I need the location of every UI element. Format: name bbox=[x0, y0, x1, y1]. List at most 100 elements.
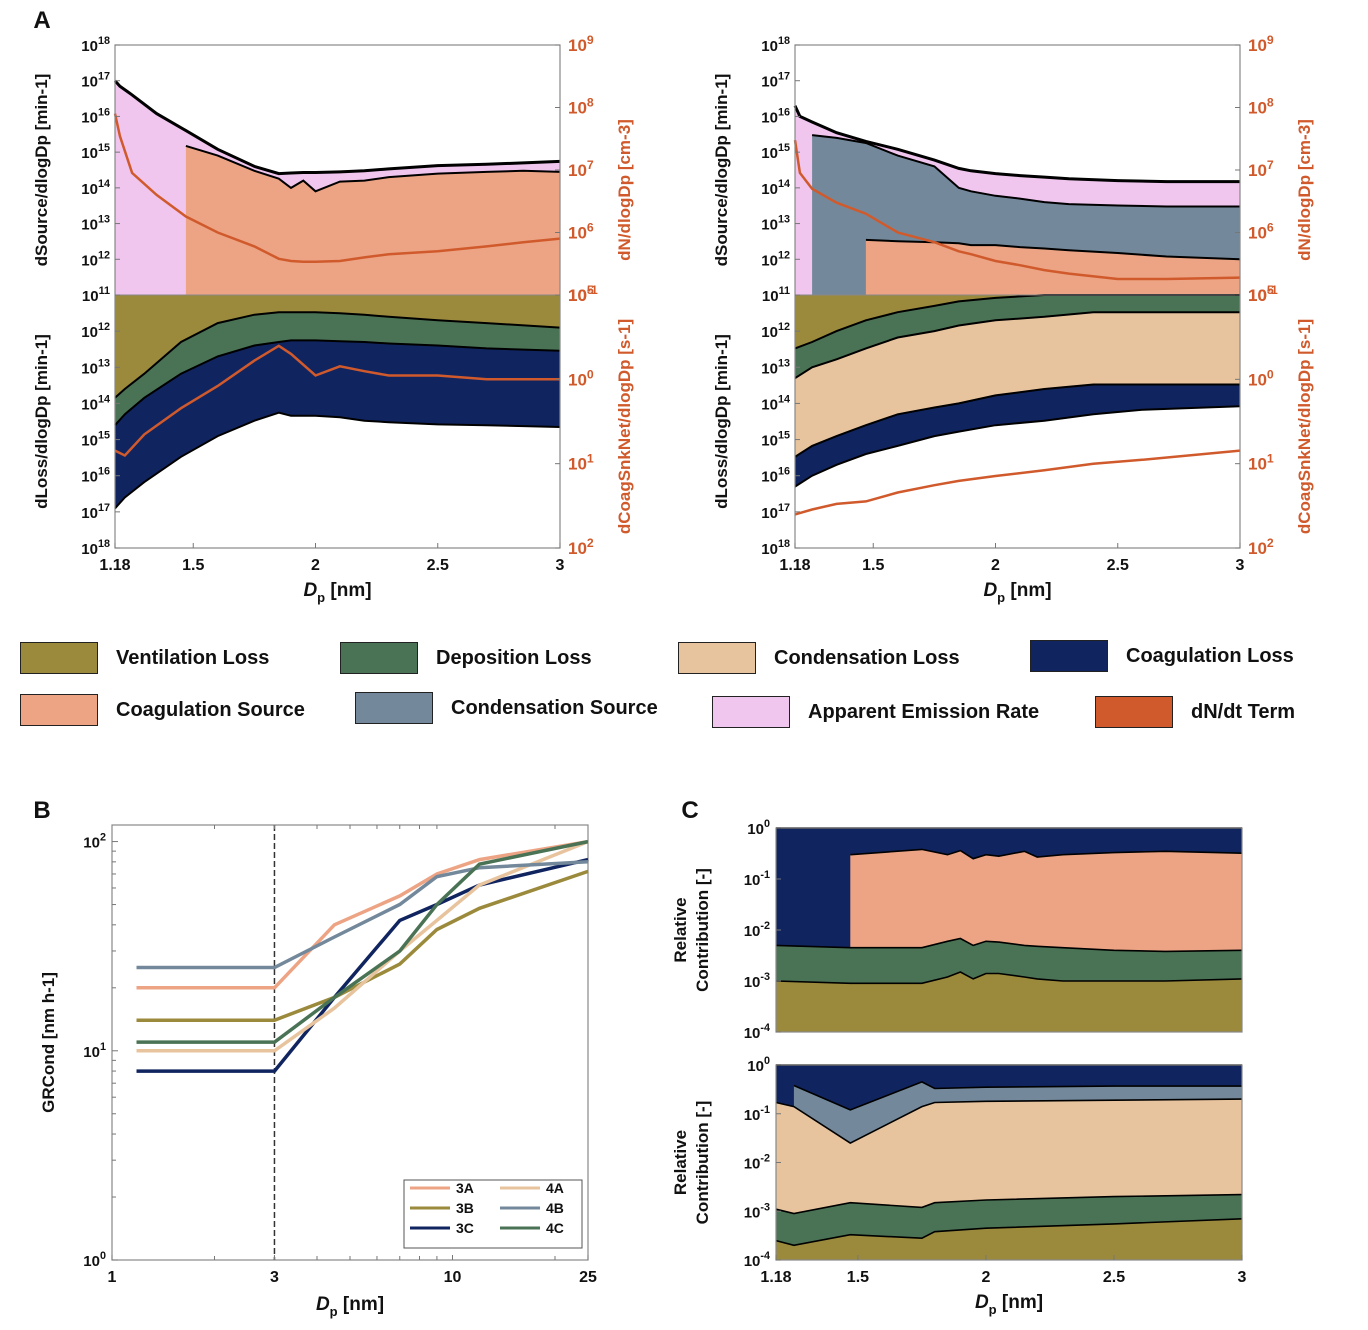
loss-edge bbox=[794, 311, 1240, 380]
tick-label: 10-1 bbox=[568, 283, 598, 305]
y-axis-label: dLoss/dlogDp [min-1] bbox=[712, 334, 731, 509]
tick-label: 1012 bbox=[81, 249, 110, 269]
legend-item: Condensation Loss bbox=[678, 642, 960, 674]
coagsnk-line bbox=[114, 344, 560, 458]
legend-label: Condensation Loss bbox=[774, 646, 960, 669]
panel-b-legend: 3A 3B 3C 4A 4B 4C bbox=[403, 1179, 583, 1249]
x-axis-label: Dp [nm] bbox=[983, 580, 1051, 605]
x-tick-label: 10 bbox=[444, 1269, 462, 1286]
y-axis-label: GRCond [nm h-1] bbox=[39, 972, 58, 1113]
dndt-line bbox=[793, 140, 1241, 281]
legend-swatch bbox=[1095, 696, 1173, 728]
y-axis-label: Contribution [-] bbox=[693, 1101, 712, 1225]
legend-label: Coagulation Source bbox=[116, 698, 305, 721]
legend-item: Ventilation Loss bbox=[20, 642, 269, 674]
tick-label: 1015 bbox=[81, 142, 110, 162]
legend-label: Coagulation Loss bbox=[1126, 644, 1294, 667]
coagulation-source-area bbox=[865, 239, 1240, 295]
y-axis-label: dLoss/dlogDp [min-1] bbox=[32, 334, 51, 509]
panel-label-a: A bbox=[33, 7, 50, 34]
tick-label: 101 bbox=[83, 1041, 106, 1061]
tick-label: 102 bbox=[1248, 536, 1274, 558]
x-tick-label: 1.18 bbox=[779, 557, 810, 574]
rel-edge bbox=[850, 848, 1243, 860]
gr-line-3A bbox=[136, 839, 589, 990]
tick-label: 1015 bbox=[81, 430, 110, 450]
coagulation-source-edge bbox=[865, 238, 1241, 261]
tick-label: 1017 bbox=[761, 502, 790, 522]
x-tick-label: 2.5 bbox=[1103, 1269, 1125, 1286]
tick-label: 100 bbox=[568, 367, 594, 389]
tick-label: 1011 bbox=[762, 285, 790, 305]
tick-label: 1016 bbox=[761, 106, 790, 126]
legend-item: Apparent Emission Rate bbox=[712, 696, 1039, 728]
tick-label: 106 bbox=[1248, 221, 1274, 243]
legend-label: Apparent Emission Rate bbox=[808, 700, 1040, 723]
tick-label: 1012 bbox=[761, 321, 790, 341]
x-tick-label: 2 bbox=[991, 557, 1000, 574]
axes-frame bbox=[794, 44, 1241, 549]
tick-label: 100 bbox=[747, 818, 770, 838]
tick-label: 105 bbox=[1248, 283, 1274, 305]
rel-edge bbox=[775, 971, 1243, 985]
loss-edge bbox=[114, 411, 561, 510]
rel-edge bbox=[793, 1081, 1242, 1111]
tick-label: 1016 bbox=[81, 466, 110, 486]
y-axis-label: dSource/dlogDp [min-1] bbox=[32, 74, 51, 267]
x-tick-label: 1.18 bbox=[99, 557, 130, 574]
coagulation-source-edge bbox=[185, 144, 561, 193]
x-tick-label: 1.18 bbox=[760, 1269, 791, 1286]
tick-label: 1013 bbox=[761, 357, 790, 377]
tick-label: 10-1 bbox=[1248, 283, 1278, 305]
panel-label-b: B bbox=[33, 797, 50, 824]
x-axis-label: Dp [nm] bbox=[303, 580, 371, 605]
x-axis-label: Dp [nm] bbox=[316, 1294, 384, 1319]
tick-label: 1013 bbox=[81, 214, 110, 234]
gr-line-4B bbox=[136, 860, 589, 970]
legend-swatch bbox=[340, 642, 418, 674]
legend-item: Deposition Loss bbox=[340, 642, 592, 674]
gr-line-3B bbox=[136, 869, 589, 1022]
tick-label: 1018 bbox=[81, 538, 110, 558]
tick-label: 1017 bbox=[81, 502, 110, 522]
axes-frame bbox=[114, 44, 561, 549]
x-tick-label: 1 bbox=[108, 1269, 117, 1286]
legend-label: 3C bbox=[456, 1220, 474, 1236]
tick-label: 101 bbox=[568, 452, 594, 474]
legend-frame bbox=[403, 1179, 583, 1249]
legend-label: Ventilation Loss bbox=[116, 646, 270, 669]
tick-label: 1014 bbox=[81, 393, 110, 413]
tick-label: 1018 bbox=[761, 538, 790, 558]
tick-label: 1013 bbox=[761, 214, 790, 234]
dndt-line bbox=[113, 113, 561, 264]
tick-label: 1011 bbox=[82, 285, 110, 305]
legend-item: dN/dt Term bbox=[1095, 696, 1295, 728]
tick-label: 100 bbox=[1248, 367, 1274, 389]
legend-swatch bbox=[678, 642, 756, 674]
emission-edge bbox=[793, 105, 1240, 184]
legend-label: Deposition Loss bbox=[436, 646, 592, 669]
x-tick-label: 25 bbox=[579, 1269, 597, 1286]
legend-label: 4A bbox=[546, 1180, 564, 1196]
rel-area bbox=[776, 972, 1242, 1032]
tick-label: 10-2 bbox=[744, 920, 770, 940]
legend-label: Condensation Source bbox=[451, 696, 658, 719]
tick-label: 10-4 bbox=[744, 1250, 770, 1270]
x-tick-label: 3 bbox=[556, 557, 565, 574]
tick-label: 109 bbox=[568, 33, 594, 55]
loss-edge bbox=[794, 405, 1241, 488]
x-tick-label: 1.5 bbox=[862, 557, 884, 574]
x-tick-label: 1.5 bbox=[182, 557, 204, 574]
tick-label: 1017 bbox=[81, 71, 110, 91]
loss-area bbox=[795, 295, 1240, 379]
y-axis-label: Contribution [-] bbox=[693, 868, 712, 992]
y2-axis-label: dCoagSnkNet/dlogDp [s-1] bbox=[615, 319, 634, 534]
tick-label: 1014 bbox=[761, 178, 790, 198]
x-tick-label: 3 bbox=[270, 1269, 279, 1286]
tick-label: 100 bbox=[83, 1250, 106, 1270]
tick-label: 100 bbox=[747, 1055, 770, 1075]
tick-label: 10-3 bbox=[744, 971, 770, 991]
tick-label: 102 bbox=[83, 832, 106, 852]
loss-edge bbox=[794, 383, 1240, 458]
gr-line-3C bbox=[136, 857, 589, 1073]
